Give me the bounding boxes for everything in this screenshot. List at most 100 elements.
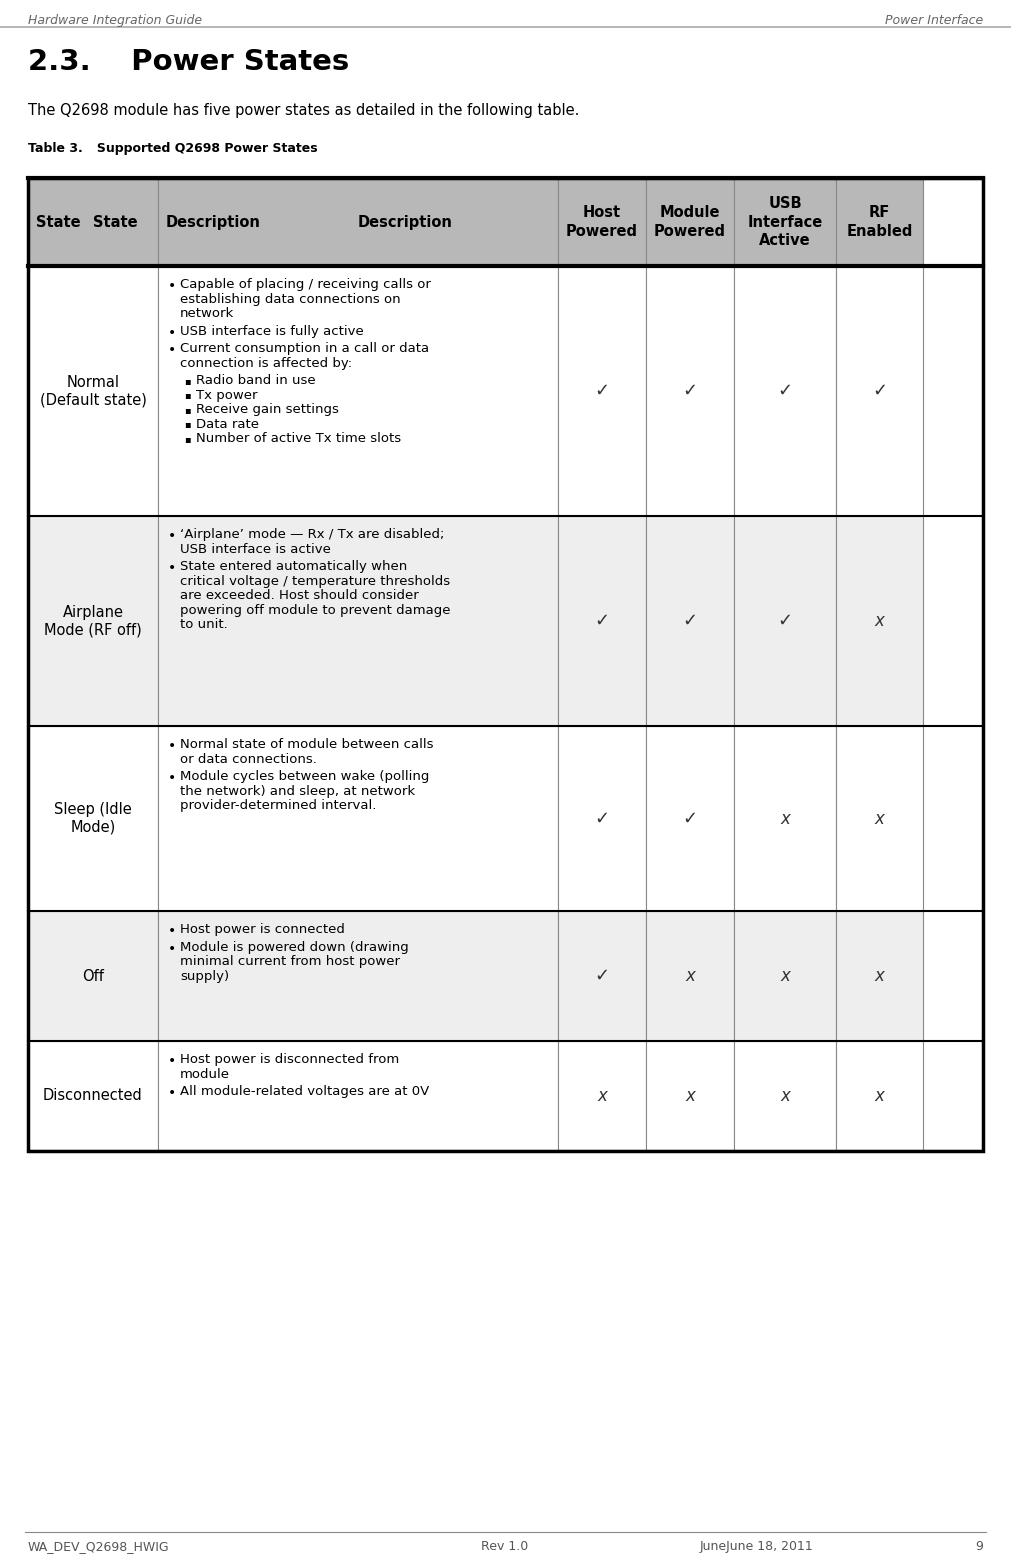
Text: USB
Interface
Active: USB Interface Active xyxy=(747,196,823,248)
Bar xyxy=(28,267,158,516)
Text: critical voltage / temperature thresholds: critical voltage / temperature threshold… xyxy=(180,575,450,588)
Text: Hardware Integration Guide: Hardware Integration Guide xyxy=(28,14,202,27)
Text: ✓: ✓ xyxy=(594,809,610,828)
Text: Rev 1.0: Rev 1.0 xyxy=(481,1540,529,1553)
Text: Module is powered down (drawing: Module is powered down (drawing xyxy=(180,940,408,954)
Text: •: • xyxy=(168,279,176,293)
Text: •: • xyxy=(168,529,176,543)
Text: x: x xyxy=(780,967,790,985)
Text: ‘Airplane’ mode — Rx / Tx are disabled;: ‘Airplane’ mode — Rx / Tx are disabled; xyxy=(180,529,445,541)
Text: the network) and sleep, at network: the network) and sleep, at network xyxy=(180,784,416,798)
Text: State: State xyxy=(93,215,137,229)
Text: ▪: ▪ xyxy=(184,433,191,444)
Text: Number of active Tx time slots: Number of active Tx time slots xyxy=(196,432,401,444)
Bar xyxy=(558,267,646,516)
Text: State: State xyxy=(36,215,81,229)
Text: •: • xyxy=(168,772,176,786)
Text: •: • xyxy=(168,942,176,956)
Bar xyxy=(28,1041,158,1151)
Text: module: module xyxy=(180,1068,229,1080)
Text: Host power is disconnected from: Host power is disconnected from xyxy=(180,1052,399,1066)
Text: •: • xyxy=(168,924,176,939)
Text: RF
Enabled: RF Enabled xyxy=(846,206,913,239)
Bar xyxy=(158,267,558,516)
Text: establishing data connections on: establishing data connections on xyxy=(180,293,400,306)
Bar xyxy=(558,178,646,267)
Bar xyxy=(28,726,158,910)
Text: ✓: ✓ xyxy=(594,613,610,630)
Text: connection is affected by:: connection is affected by: xyxy=(180,357,352,369)
Text: ▪: ▪ xyxy=(184,405,191,415)
Text: ✓: ✓ xyxy=(594,382,610,401)
Text: are exceeded. Host should consider: are exceeded. Host should consider xyxy=(180,589,419,602)
Bar xyxy=(158,910,558,1041)
Text: x: x xyxy=(875,809,885,828)
Bar xyxy=(558,1041,646,1151)
Bar xyxy=(158,1041,558,1151)
Text: USB interface is active: USB interface is active xyxy=(180,543,331,555)
Bar xyxy=(646,910,734,1041)
Bar xyxy=(158,178,558,267)
Text: minimal current from host power: minimal current from host power xyxy=(180,956,400,968)
Text: ▪: ▪ xyxy=(184,419,191,429)
Text: ▪: ▪ xyxy=(184,390,191,401)
Text: ✓: ✓ xyxy=(682,382,698,401)
Bar xyxy=(836,726,923,910)
Text: JuneJune 18, 2011: JuneJune 18, 2011 xyxy=(700,1540,814,1553)
Text: •: • xyxy=(168,326,176,340)
Text: USB interface is fully active: USB interface is fully active xyxy=(180,324,364,337)
Text: Module
Powered: Module Powered xyxy=(654,206,726,239)
Text: provider-determined interval.: provider-determined interval. xyxy=(180,800,376,812)
Bar xyxy=(28,178,983,1151)
Text: Off: Off xyxy=(82,968,104,984)
Text: WA_DEV_Q2698_HWIG: WA_DEV_Q2698_HWIG xyxy=(28,1540,170,1553)
Bar xyxy=(28,516,158,726)
Bar xyxy=(158,516,558,726)
Text: x: x xyxy=(780,1087,790,1105)
Bar xyxy=(646,516,734,726)
Text: or data connections.: or data connections. xyxy=(180,753,316,765)
Bar xyxy=(646,1041,734,1151)
Text: Data rate: Data rate xyxy=(196,418,259,430)
Text: Capable of placing / receiving calls or: Capable of placing / receiving calls or xyxy=(180,278,431,292)
Text: Module cycles between wake (polling: Module cycles between wake (polling xyxy=(180,770,430,783)
Bar xyxy=(734,1041,836,1151)
Bar xyxy=(558,516,646,726)
Text: ✓: ✓ xyxy=(871,382,887,401)
Text: •: • xyxy=(168,561,176,575)
Bar xyxy=(646,267,734,516)
Text: Host
Powered: Host Powered xyxy=(566,206,638,239)
Text: •: • xyxy=(168,1087,176,1101)
Bar xyxy=(734,910,836,1041)
Text: ✓: ✓ xyxy=(777,613,793,630)
Text: x: x xyxy=(780,809,790,828)
Text: ▪: ▪ xyxy=(184,376,191,387)
Text: x: x xyxy=(875,967,885,985)
Text: x: x xyxy=(875,1087,885,1105)
Text: Host power is connected: Host power is connected xyxy=(180,923,345,935)
Text: Tx power: Tx power xyxy=(196,388,258,402)
Text: Normal state of module between calls: Normal state of module between calls xyxy=(180,737,434,751)
Text: ✓: ✓ xyxy=(594,967,610,985)
Bar xyxy=(558,726,646,910)
Bar xyxy=(734,178,836,267)
Text: to unit.: to unit. xyxy=(180,617,227,631)
Text: Disconnected: Disconnected xyxy=(43,1088,143,1104)
Text: ✓: ✓ xyxy=(777,382,793,401)
Text: Airplane
Mode (RF off): Airplane Mode (RF off) xyxy=(44,605,142,638)
Bar xyxy=(734,267,836,516)
Text: Supported Q2698 Power States: Supported Q2698 Power States xyxy=(75,142,317,154)
Text: ✓: ✓ xyxy=(682,809,698,828)
Bar xyxy=(28,910,158,1041)
Bar xyxy=(646,178,734,267)
Text: x: x xyxy=(685,1087,695,1105)
Text: 2.3.    Power States: 2.3. Power States xyxy=(28,48,349,76)
Bar xyxy=(836,910,923,1041)
Text: Receive gain settings: Receive gain settings xyxy=(196,402,339,416)
Bar xyxy=(836,178,923,267)
Text: Normal
(Default state): Normal (Default state) xyxy=(39,374,147,407)
Text: x: x xyxy=(685,967,695,985)
Bar xyxy=(836,267,923,516)
Text: supply): supply) xyxy=(180,970,229,982)
Text: powering off module to prevent damage: powering off module to prevent damage xyxy=(180,603,451,616)
